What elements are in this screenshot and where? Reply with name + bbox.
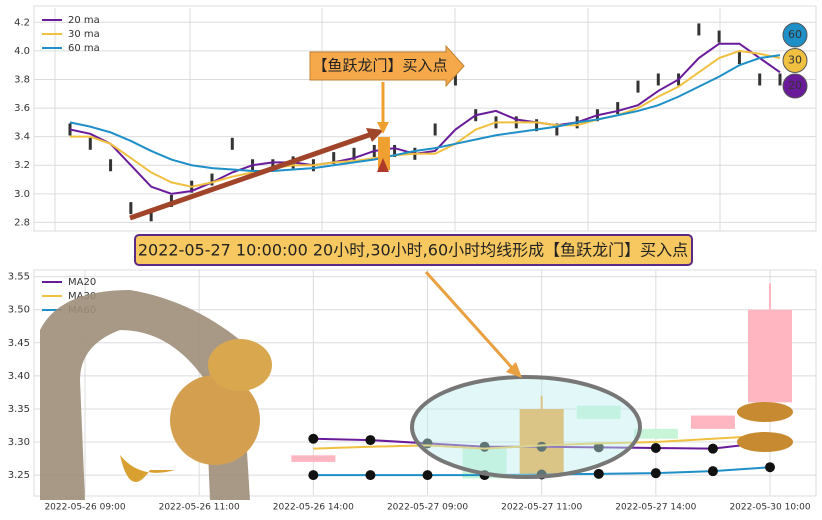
ma-marker	[593, 442, 604, 453]
y-tick-label: 3.50	[8, 305, 30, 316]
ma-marker	[536, 441, 547, 452]
price-mark	[149, 209, 153, 222]
y-tick-label: 2.8	[14, 217, 30, 228]
badge-label: 30	[788, 54, 802, 67]
gate	[40, 290, 250, 500]
signal-triangle	[377, 158, 389, 172]
badge-label: 20	[788, 79, 802, 92]
candle-body	[576, 405, 621, 419]
legend-label: 30 ma	[68, 29, 100, 40]
badge-label: 60	[788, 28, 802, 41]
dog-head	[208, 339, 272, 391]
decoration	[40, 290, 793, 500]
candle-body	[748, 309, 792, 403]
y-tick-label: 3.2	[14, 160, 30, 171]
legend-label: 20 ma	[68, 15, 100, 26]
y-tick-label: 3.0	[14, 189, 30, 200]
x-tick-label: 2022-05-30 10:00	[729, 503, 810, 513]
signal-arrowhead	[377, 122, 389, 134]
x-tick-label: 2022-05-26 09:00	[44, 503, 125, 513]
price-mark	[555, 123, 559, 136]
trend-arrowhead	[366, 128, 384, 142]
dog-body	[170, 375, 260, 465]
ma-marker	[422, 470, 433, 481]
price-mark	[129, 202, 133, 215]
ma-line	[69, 54, 781, 172]
x-tick-label: 2022-05-26 11:00	[159, 503, 240, 513]
y-tick-label: 3.25	[8, 470, 30, 481]
price-mark	[535, 119, 539, 132]
x-tick-label: 2022-05-27 09:00	[387, 503, 468, 513]
ma-marker	[707, 466, 718, 477]
price-mark	[271, 159, 275, 172]
ma-marker	[593, 468, 604, 479]
signal-bar	[378, 137, 390, 170]
candle-body	[633, 428, 678, 439]
badge	[782, 73, 808, 99]
ma-line	[70, 49, 781, 188]
price-mark	[737, 52, 741, 65]
price-mark	[636, 80, 640, 93]
ma-marker	[765, 462, 775, 473]
y-tick-label: 4.2	[14, 17, 30, 28]
price-mark	[109, 159, 113, 172]
price-mark	[332, 152, 336, 165]
price-mark	[230, 137, 234, 150]
ma-marker	[365, 435, 376, 446]
price-mark	[758, 73, 762, 86]
candle-body	[291, 455, 336, 462]
price-mark	[393, 144, 397, 157]
price-mark	[210, 173, 214, 186]
ma-marker	[308, 433, 319, 444]
y-tick-label: 3.30	[8, 437, 30, 448]
x-tick-label: 2022-05-26 14:00	[273, 503, 354, 513]
banner-box	[134, 234, 693, 266]
y-tick-label: 3.4	[14, 132, 30, 143]
y-tick-label: 3.8	[14, 74, 30, 85]
price-mark	[717, 30, 721, 43]
pointer-arrowhead	[506, 362, 522, 378]
pointer-arrow	[424, 270, 516, 372]
fish	[737, 432, 793, 452]
ma-line	[69, 42, 781, 195]
ma-marker	[650, 468, 661, 479]
price-mark	[616, 102, 620, 115]
ma-marker	[365, 470, 376, 481]
legend-label: 60 ma	[68, 43, 100, 54]
y-tick-label: 3.40	[8, 371, 30, 382]
price-mark	[352, 147, 356, 160]
price-mark	[778, 73, 782, 86]
price-mark	[656, 73, 660, 86]
y-tick-label: 3.6	[14, 103, 30, 114]
ma-marker	[650, 443, 661, 454]
banner-text: 2022-05-27 10:00:00 20小时,30小时,60小时均线形成【鱼…	[138, 241, 688, 260]
y-tick-label: 3.55	[8, 272, 30, 283]
y-tick-label: 4.0	[14, 46, 30, 57]
badge	[782, 22, 808, 48]
ma-line	[313, 434, 771, 450]
badge	[782, 48, 808, 73]
arrow-label: 【鱼跃龙门】买入点	[312, 57, 447, 75]
arrow-box	[309, 44, 465, 88]
trend-arrow	[129, 131, 373, 221]
price-mark	[697, 23, 701, 36]
price-mark	[453, 73, 457, 86]
price-mark	[88, 137, 92, 150]
highlight-ellipse	[410, 375, 642, 479]
y-tick-label: 3.45	[8, 338, 30, 349]
x-tick-label: 2022-05-27 14:00	[615, 503, 696, 513]
fish-tail	[120, 455, 175, 482]
x-tick-label: 2022-05-27 11:00	[501, 503, 582, 513]
y-tick-label: 3.35	[8, 404, 30, 415]
legend-label: MA20	[68, 277, 96, 288]
fish	[737, 402, 793, 422]
ma-marker	[308, 470, 319, 481]
candle-body	[690, 415, 735, 429]
price-mark	[433, 123, 437, 136]
top-plot	[33, 5, 817, 232]
ma-marker	[707, 443, 718, 454]
